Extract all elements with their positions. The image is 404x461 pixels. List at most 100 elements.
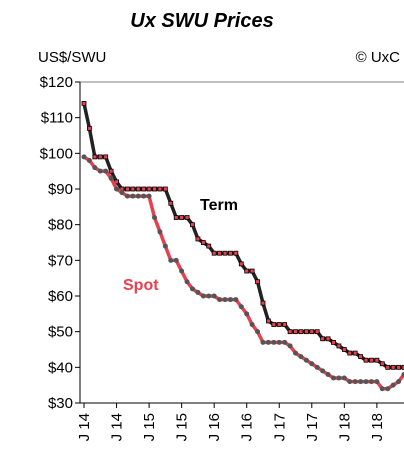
marker [271,340,276,345]
marker [348,351,352,355]
marker [218,251,222,255]
marker [125,187,129,191]
marker [228,251,232,255]
marker [152,215,157,220]
marker [272,323,276,327]
x-tick-label: J 18 [336,413,353,441]
marker [195,290,200,295]
marker [212,251,216,255]
marker [223,297,228,302]
marker [87,126,91,130]
marker [255,329,260,334]
marker [141,194,146,199]
marker [109,169,113,173]
x-tick-label: J 17 [304,413,321,441]
marker [282,340,287,345]
marker [190,223,194,227]
marker [147,187,151,191]
y-tick-label: $40 [48,359,73,376]
marker [174,258,179,263]
marker [396,379,401,384]
marker [201,241,205,245]
marker [369,379,374,384]
marker [196,237,200,241]
y-tick-label: $60 [48,288,73,305]
marker [397,365,401,369]
marker [153,187,157,191]
marker [266,319,270,323]
marker [391,383,396,388]
marker [131,187,135,191]
chart-title: Ux SWU Prices [130,10,273,32]
marker [315,330,319,334]
marker [179,269,184,274]
marker [294,330,298,334]
marker [347,379,352,384]
marker [256,280,260,284]
marker [260,340,265,345]
marker [147,194,152,199]
x-tick-label: J 17 [271,413,288,441]
marker [234,251,238,255]
marker [288,343,293,348]
marker [277,340,282,345]
marker [136,187,140,191]
marker [299,330,303,334]
marker [207,244,211,248]
marker [142,187,146,191]
marker [169,201,173,205]
marker [114,187,119,192]
marker [157,229,162,234]
source-note: © UxC [356,49,401,66]
marker [163,244,168,249]
x-tick-label: J 15 [141,413,158,441]
marker [358,379,363,384]
marker [163,187,167,191]
marker [380,362,384,366]
marker [375,358,379,362]
series-label: Spot [123,277,159,294]
marker [87,158,92,163]
marker [320,368,325,373]
marker [245,269,249,273]
marker [185,279,190,284]
marker [158,187,162,191]
marker [130,194,135,199]
marker [304,358,309,363]
marker [98,169,103,174]
marker [288,330,292,334]
marker [310,330,314,334]
marker [342,376,347,381]
y-tick-label: $50 [48,324,73,341]
marker [119,190,124,195]
y-tick-label: $80 [48,217,73,234]
x-tick-label: J 16 [239,413,256,441]
marker [298,354,303,359]
marker [206,294,211,299]
x-tick-label: J 14 [76,413,93,441]
marker [228,297,233,302]
marker [250,269,254,273]
marker [293,351,298,356]
marker [386,365,390,369]
marker [104,155,108,159]
marker [223,251,227,255]
marker [239,262,243,266]
marker [250,322,255,327]
marker [277,323,281,327]
marker [174,216,178,220]
marker [180,216,184,220]
marker [109,176,114,181]
marker [369,358,373,362]
marker [380,386,385,391]
marker [103,169,108,174]
marker [364,358,368,362]
marker [336,376,341,381]
x-tick-label: J 15 [174,413,191,441]
marker [261,301,265,305]
marker [374,379,379,384]
series-line [84,103,404,367]
marker [309,361,314,366]
marker [98,155,102,159]
